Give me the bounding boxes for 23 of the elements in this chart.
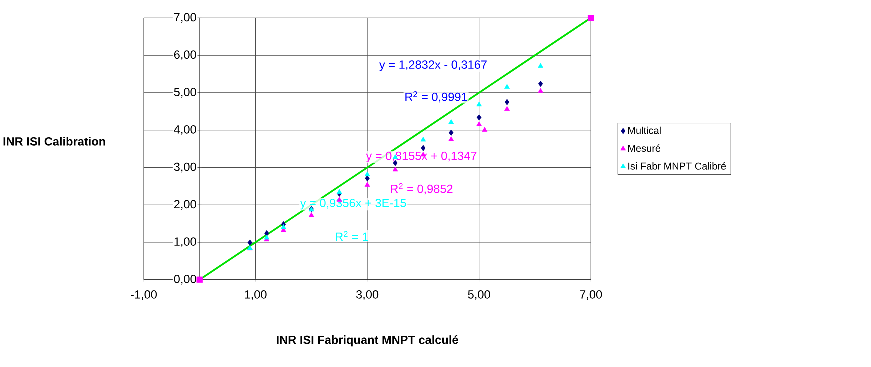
x-tick-label: 3,00 bbox=[356, 290, 379, 300]
y-tick-label: 1,00 bbox=[174, 238, 196, 248]
y-tick-label: 3,00 bbox=[174, 162, 196, 173]
x-tick-label: 5,00 bbox=[468, 290, 490, 300]
annotation: y = 0,9356x + 3E-15 bbox=[300, 198, 406, 210]
y-tick-label: 4,00 bbox=[174, 125, 196, 136]
legend-label: Multical bbox=[628, 126, 661, 134]
y-tick-label: 6,00 bbox=[174, 50, 196, 60]
legend-label: Isi Fabr MNPT Calibré bbox=[628, 162, 726, 170]
y-tick-label: 7,00 bbox=[174, 13, 196, 23]
x-tick-label: 7,00 bbox=[580, 290, 602, 300]
y-tick-label: 0,00 bbox=[174, 274, 196, 285]
y-axis-title: INR ISI Calibration bbox=[4, 137, 106, 146]
annotation: R$^{2}$ = 0,9991 bbox=[406, 91, 468, 103]
y-tick-label: 2,00 bbox=[174, 200, 196, 210]
annotation: y = 1,2832x - 0,3167 bbox=[379, 60, 487, 72]
y-tick-label: 5,00 bbox=[174, 88, 196, 98]
x-tick-label: -1,00 bbox=[131, 290, 157, 300]
x-axis-title: INR ISI Fabriquant MNPT calculé bbox=[277, 335, 458, 347]
legend-label: Mesuré bbox=[628, 144, 661, 152]
annotation: R$^{2}$ = 1 bbox=[336, 231, 368, 241]
x-tick-label: 1,00 bbox=[245, 290, 267, 300]
annotation: R$^{2}$ = 0,9852 bbox=[391, 183, 453, 195]
